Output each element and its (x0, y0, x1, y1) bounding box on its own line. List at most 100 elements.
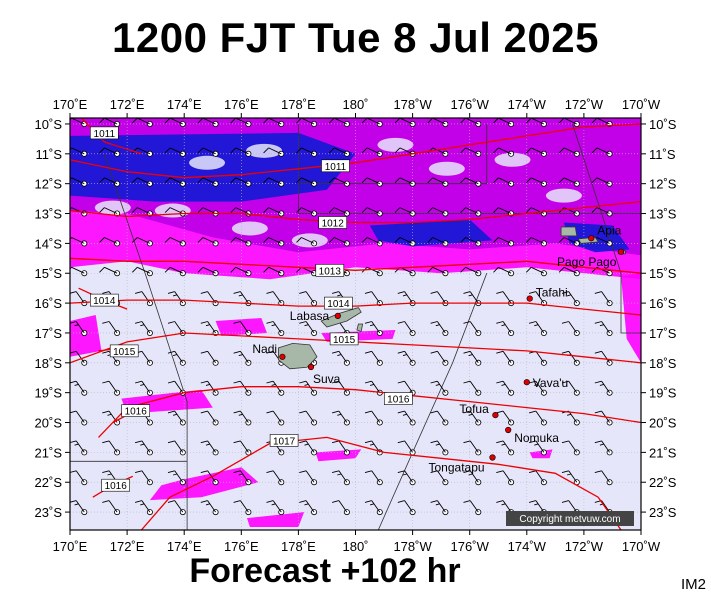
wind-barb (131, 118, 153, 128)
isobar-label: 1015 (329, 332, 359, 346)
wind-barb (394, 177, 416, 187)
wind-barb (134, 380, 153, 396)
lon-label-top: 170˚E (53, 97, 88, 112)
wind-barb (263, 118, 285, 128)
lon-label-top: 176˚E (224, 97, 259, 112)
place-labasa: Labasa (290, 309, 341, 323)
isobar-line (70, 257, 641, 274)
map-code: IM2 (681, 576, 707, 593)
wind-barb (427, 237, 449, 247)
lat-label-left: 17˚S (35, 326, 63, 341)
lon-label-top: 176˚W (451, 97, 490, 112)
wind-barb (331, 350, 350, 366)
place-vava-u: Vava'u (523, 376, 568, 390)
wind-barb (164, 237, 186, 247)
lat-label-right: 14˚S (649, 236, 677, 251)
clear-patch (246, 143, 283, 158)
wind-barb (200, 380, 219, 396)
isobar-label: 1016 (121, 404, 150, 418)
rain-area-light (247, 512, 305, 527)
wind-barb (263, 147, 285, 157)
wind-barb (361, 207, 383, 217)
wind-barb (266, 291, 285, 307)
wind-barb (331, 380, 350, 396)
wind-barb (525, 177, 547, 187)
wind-barb (558, 177, 580, 187)
wind-barb (364, 350, 383, 366)
copyright-box: Copyright metvuw.com (506, 511, 634, 526)
wind-barb (131, 177, 153, 187)
wind-barb (496, 410, 515, 426)
clear-patch (494, 152, 531, 167)
clear-patch (189, 155, 226, 170)
wind-barb (233, 410, 252, 426)
lat-label-right: 19˚S (649, 386, 677, 401)
lat-label-left: 20˚S (35, 416, 63, 431)
wind-barb (561, 440, 580, 456)
wind-barb (561, 470, 580, 486)
wind-barb (167, 350, 186, 366)
lon-label-bottom: 174˚E (167, 539, 202, 554)
wind-barb (70, 237, 88, 247)
wind-barb (463, 321, 482, 336)
wind-barbs (70, 118, 613, 516)
isobar-label: 1011 (90, 126, 119, 140)
isobar-label: 1016 (101, 478, 130, 492)
wind-barb (167, 470, 186, 486)
svg-text:1015: 1015 (333, 335, 356, 346)
place-nomuka: Nomuka (505, 426, 559, 445)
wind-barb (430, 470, 449, 486)
wind-barb (134, 500, 153, 516)
wind-barb (528, 350, 547, 366)
wind-barb (266, 410, 285, 426)
wind-barb (496, 321, 515, 336)
isobar-line (70, 123, 641, 179)
wind-barb (427, 207, 449, 217)
wind-barb (493, 147, 515, 157)
wind-barb (364, 500, 383, 516)
wind-barb (427, 118, 449, 128)
wind-barb (99, 147, 121, 157)
island-viti-levu (277, 342, 318, 370)
wind-barb (200, 350, 219, 366)
zone-boundary (377, 273, 488, 530)
wind-barb (197, 237, 219, 247)
lon-label-top: 178˚W (393, 97, 432, 112)
wind-barb (331, 410, 350, 426)
wind-barb (299, 500, 318, 516)
wind-barb (594, 291, 613, 307)
wind-barb (296, 147, 318, 157)
wind-barb (70, 500, 88, 516)
wind-barb (70, 410, 88, 426)
wind-barb (230, 237, 252, 247)
wind-barb (525, 118, 547, 128)
wind-barb (361, 177, 383, 187)
place-label: Tongatapu (429, 461, 485, 475)
svg-text:1014: 1014 (327, 299, 350, 310)
zone-boundary (298, 124, 488, 185)
wind-barb (331, 440, 350, 456)
clear-patch (154, 203, 191, 218)
forecast-label: Forecast +102 hr (189, 552, 461, 590)
lat-label-right: 12˚S (649, 177, 677, 192)
wind-barb (591, 207, 613, 217)
lon-label-bottom: 172˚W (565, 539, 604, 554)
isobar-label: 1013 (315, 263, 345, 277)
wind-barb (394, 207, 416, 217)
lon-label-top: 178˚E (281, 97, 316, 112)
wind-barb (102, 440, 121, 456)
chart-title: 1200 FJT Tue 8 Jul 2025 (112, 14, 599, 61)
wind-barb (463, 470, 482, 486)
place-apia: Apia (588, 223, 622, 242)
wind-barb (430, 410, 449, 426)
wind-barb (328, 147, 350, 157)
lat-label-left: 11˚S (36, 147, 63, 162)
clear-patch (428, 161, 465, 176)
lat-label-right: 18˚S (649, 356, 677, 371)
wind-barb (594, 440, 613, 456)
wind-barb (230, 177, 252, 187)
wind-barb (296, 177, 318, 187)
lon-label-top: 174˚E (167, 97, 202, 112)
wind-barb (233, 350, 252, 366)
wind-barb (430, 440, 449, 456)
